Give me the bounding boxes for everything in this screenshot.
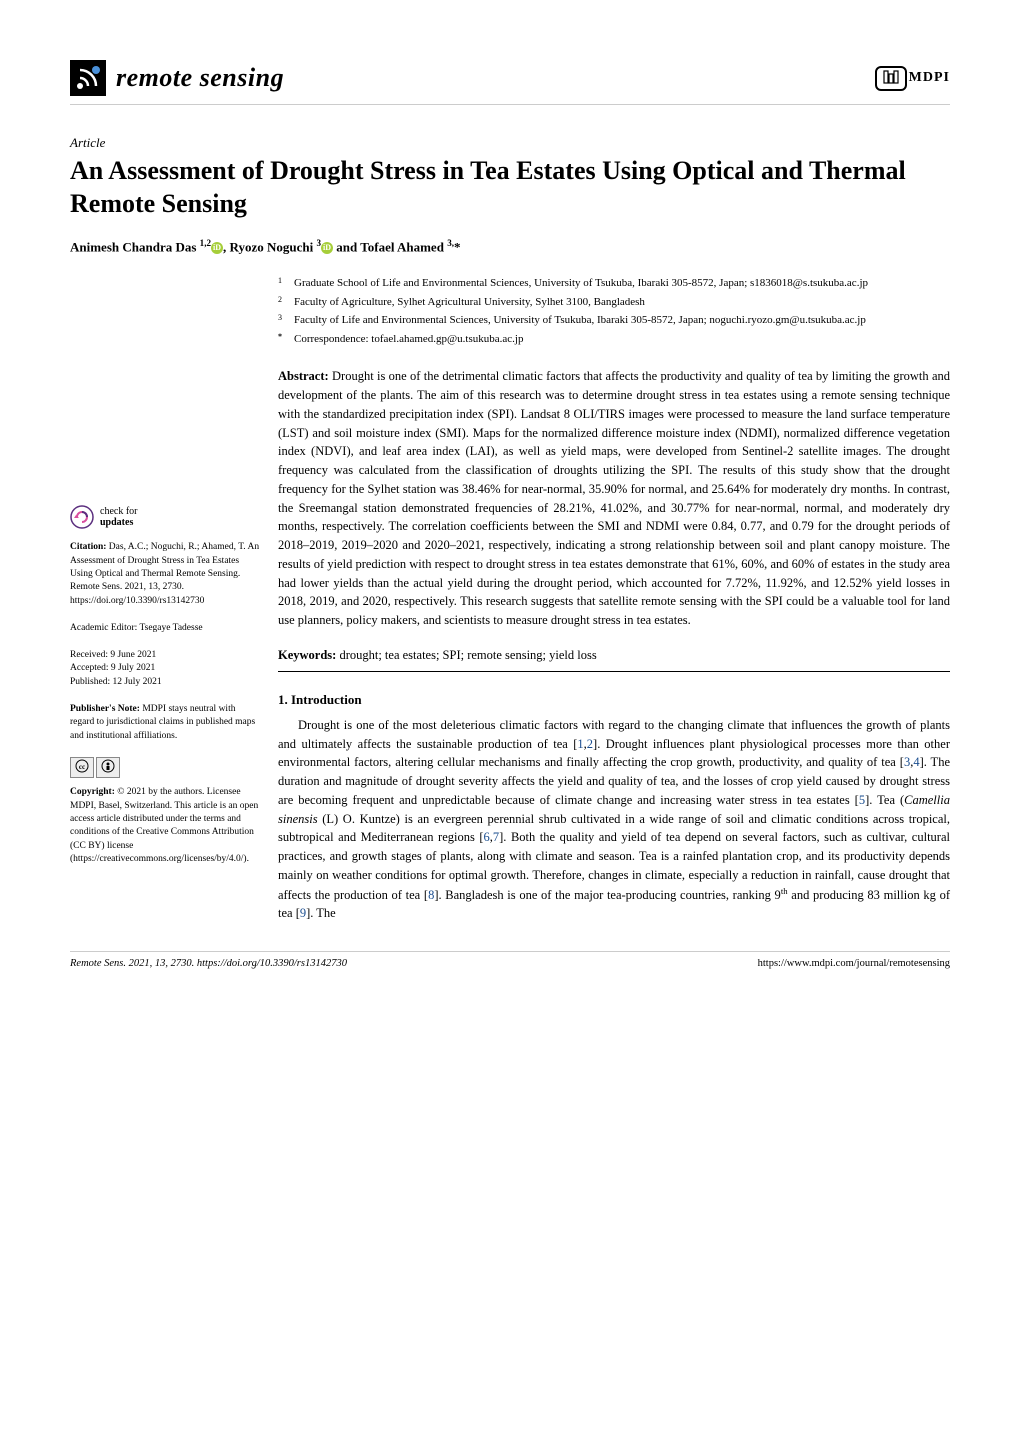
check-updates-text: check forupdates bbox=[100, 506, 137, 528]
publisher-note-block: Publisher's Note: MDPI stays neutral wit… bbox=[70, 703, 260, 743]
footer-citation: Remote Sens. 2021, 13, 2730. https://doi… bbox=[70, 958, 347, 969]
check-updates-badge[interactable]: check forupdates bbox=[70, 505, 260, 529]
affiliation-text: Faculty of Life and Environmental Scienc… bbox=[294, 312, 866, 329]
cc-by-badge: cc bbox=[70, 757, 260, 779]
article-type: Article bbox=[70, 135, 950, 151]
affiliation-num: 2 bbox=[278, 294, 286, 311]
body-paragraph: Drought is one of the most deleterious c… bbox=[278, 716, 950, 923]
journal-name: remote sensing bbox=[116, 63, 284, 93]
affiliation-num: 1 bbox=[278, 275, 286, 292]
keywords-label: Keywords: bbox=[278, 648, 336, 662]
abstract-text: Drought is one of the detrimental climat… bbox=[278, 369, 950, 627]
remote-sensing-icon bbox=[70, 60, 106, 96]
journal-logo: remote sensing bbox=[70, 60, 284, 96]
copyright-text: © 2021 by the authors. Licensee MDPI, Ba… bbox=[70, 787, 258, 863]
accepted-date: Accepted: 9 July 2021 bbox=[70, 662, 260, 675]
publisher-note-label: Publisher's Note: bbox=[70, 704, 140, 714]
editor-name: Tsegaye Tadesse bbox=[139, 623, 202, 633]
abstract: Abstract: Drought is one of the detrimen… bbox=[278, 367, 950, 630]
affiliation-row: * Correspondence: tofael.ahamed.gp@u.tsu… bbox=[278, 331, 950, 348]
page-footer: Remote Sens. 2021, 13, 2730. https://doi… bbox=[70, 951, 950, 969]
editor-block: Academic Editor: Tsegaye Tadesse bbox=[70, 622, 260, 635]
article-title: An Assessment of Drought Stress in Tea E… bbox=[70, 155, 950, 220]
copyright-label: Copyright: bbox=[70, 787, 115, 797]
mdpi-icon bbox=[875, 66, 907, 91]
section-heading: 1. Introduction bbox=[278, 692, 950, 708]
citation-block: Citation: Das, A.C.; Noguchi, R.; Ahamed… bbox=[70, 541, 260, 607]
affiliation-row: 3 Faculty of Life and Environmental Scie… bbox=[278, 312, 950, 329]
affiliations: 1 Graduate School of Life and Environmen… bbox=[278, 275, 950, 347]
check-updates-icon bbox=[70, 505, 94, 529]
publisher-name: MDPI bbox=[909, 70, 950, 86]
dates-block: Received: 9 June 2021 Accepted: 9 July 2… bbox=[70, 649, 260, 689]
correspondence-text: Correspondence: tofael.ahamed.gp@u.tsuku… bbox=[294, 331, 523, 348]
sidebar: check forupdates Citation: Das, A.C.; No… bbox=[70, 275, 260, 923]
editor-label: Academic Editor: bbox=[70, 623, 137, 633]
main-column: 1 Graduate School of Life and Environmen… bbox=[278, 275, 950, 923]
published-date: Published: 12 July 2021 bbox=[70, 676, 260, 689]
affiliation-text: Graduate School of Life and Environmenta… bbox=[294, 275, 868, 292]
footer-journal-url[interactable]: https://www.mdpi.com/journal/remotesensi… bbox=[758, 958, 950, 969]
page-header: remote sensing MDPI bbox=[70, 60, 950, 105]
publisher-logo: MDPI bbox=[875, 66, 950, 91]
abstract-label: Abstract: bbox=[278, 369, 329, 383]
cc-icon: cc bbox=[70, 757, 94, 779]
by-icon bbox=[96, 757, 120, 779]
keywords: Keywords: drought; tea estates; SPI; rem… bbox=[278, 648, 950, 672]
correspondence-mark: * bbox=[278, 331, 286, 348]
svg-text:cc: cc bbox=[79, 763, 85, 771]
copyright-block: Copyright: © 2021 by the authors. Licens… bbox=[70, 786, 260, 866]
affiliation-row: 1 Graduate School of Life and Environmen… bbox=[278, 275, 950, 292]
affiliation-num: 3 bbox=[278, 312, 286, 329]
author-list: Animesh Chandra Das 1,2iD, Ryozo Noguchi… bbox=[70, 238, 950, 255]
keywords-text: drought; tea estates; SPI; remote sensin… bbox=[339, 648, 596, 662]
received-date: Received: 9 June 2021 bbox=[70, 649, 260, 662]
affiliation-text: Faculty of Agriculture, Sylhet Agricultu… bbox=[294, 294, 645, 311]
citation-label: Citation: bbox=[70, 542, 106, 552]
affiliation-row: 2 Faculty of Agriculture, Sylhet Agricul… bbox=[278, 294, 950, 311]
